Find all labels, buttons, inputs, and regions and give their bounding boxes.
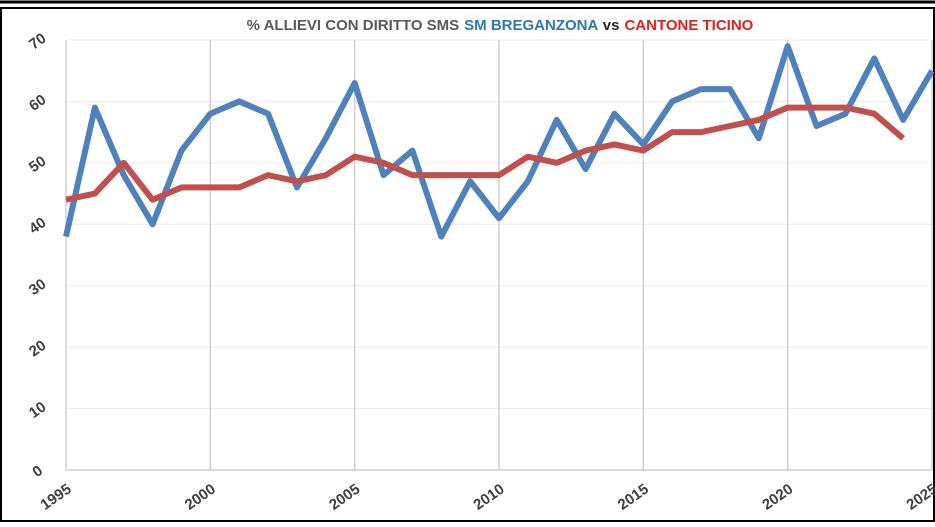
frame: [0, 7, 935, 522]
y-tick-label: 20: [26, 337, 49, 360]
y-tick-label: 40: [26, 214, 49, 237]
y-tick-label: 10: [26, 398, 49, 421]
y-tick-label: 30: [26, 276, 49, 299]
title-part: vs: [603, 17, 620, 34]
y-tick-label: 60: [26, 91, 49, 114]
chart-title: % ALLIEVI CON DIRITTO SMS SM BREGANZONA vs…: [247, 17, 754, 34]
title-part: CANTONE TICINO: [624, 17, 753, 34]
series-line: [65, 104, 906, 203]
y-tick-label: 50: [26, 153, 49, 176]
title-part: SM BREGANZONA: [464, 17, 598, 34]
series-line: [63, 43, 935, 240]
title-part: % ALLIEVI CON DIRITTO SMS: [247, 17, 460, 34]
y-tick-label: 70: [26, 30, 49, 53]
